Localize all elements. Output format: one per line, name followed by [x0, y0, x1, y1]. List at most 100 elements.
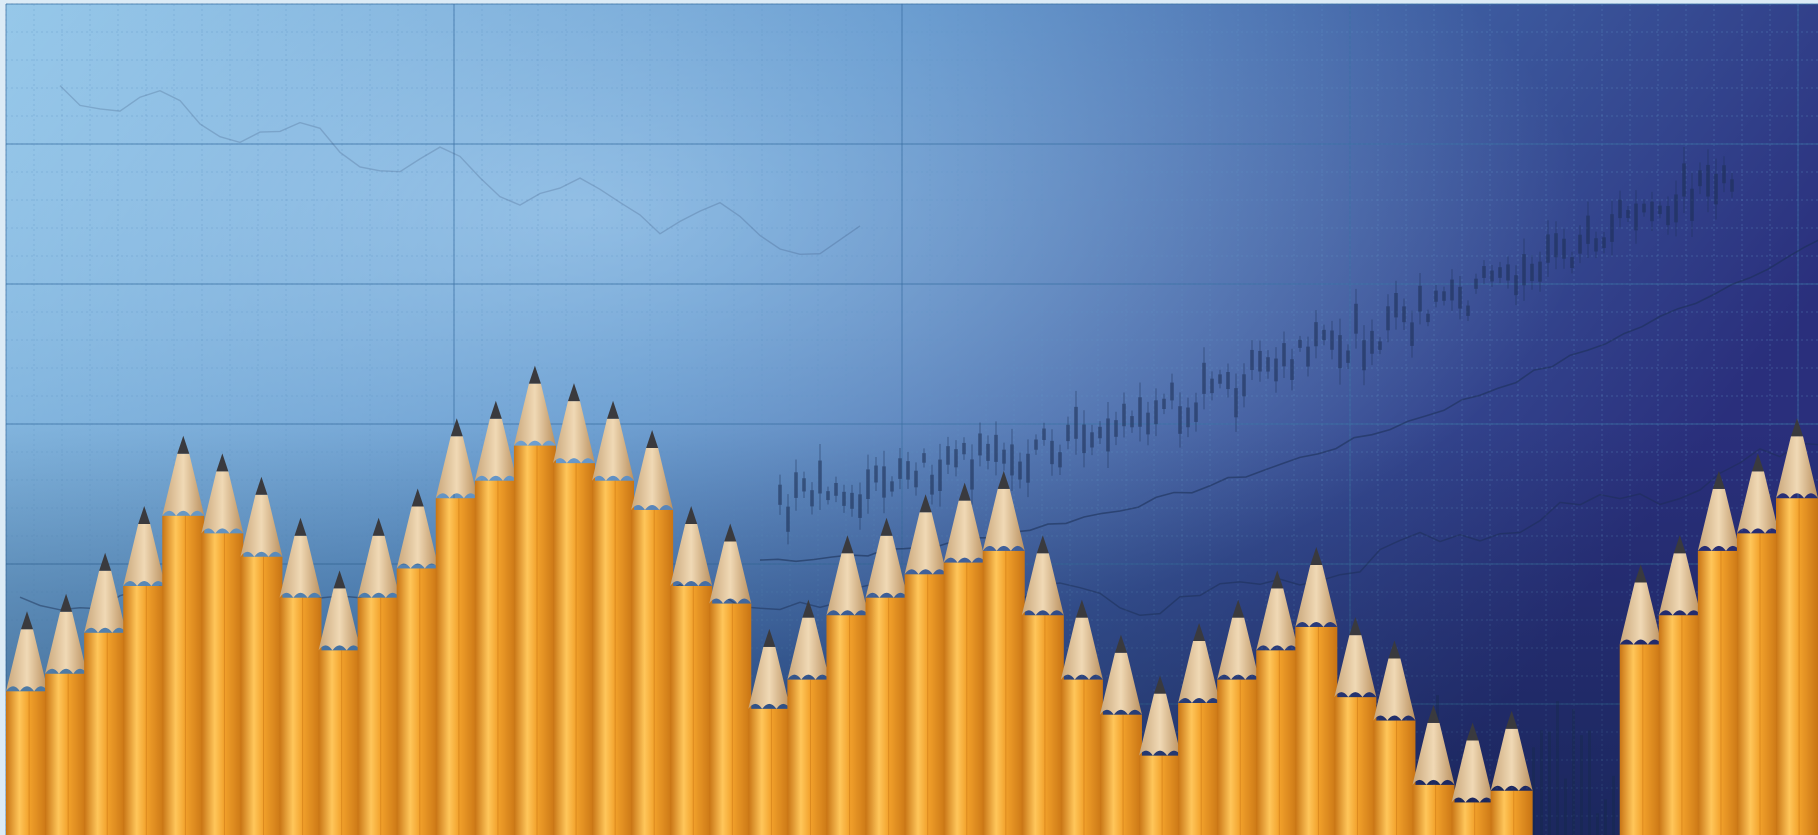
pencil-body — [84, 632, 127, 835]
pencil-body — [1736, 533, 1779, 835]
pencil-wood — [162, 453, 205, 516]
pencil-wood — [1099, 652, 1142, 715]
candle-body — [1658, 205, 1662, 215]
candle-body — [1138, 397, 1142, 427]
pencil-icon — [318, 570, 361, 835]
pencil-body — [318, 650, 361, 835]
pencil-body — [552, 463, 595, 835]
pencil-graphite — [1271, 570, 1284, 589]
candle-body — [1234, 388, 1238, 418]
pencil-body — [904, 574, 947, 835]
pencil-body — [279, 597, 322, 835]
pencil-graphite — [528, 365, 541, 384]
candle-body — [1490, 270, 1494, 282]
pencil-wood — [865, 535, 908, 598]
pencil-graphite — [802, 599, 815, 618]
candle-body — [1394, 293, 1398, 318]
candle-body — [1194, 402, 1198, 422]
candle-body — [1426, 313, 1430, 323]
pencil-body — [1060, 679, 1103, 835]
pencil-graphite — [1751, 453, 1764, 472]
pencil-icon — [709, 523, 752, 835]
pencil-wood — [982, 488, 1025, 551]
pencil-body — [201, 533, 244, 835]
candle-body — [1514, 275, 1518, 296]
pencil-wood — [318, 588, 361, 651]
pencil-wood — [592, 418, 635, 481]
pencil-wood — [1736, 471, 1779, 534]
pencil-graphite — [216, 453, 229, 472]
candle-body — [1122, 403, 1126, 427]
pencil-graphite — [138, 506, 151, 524]
pencil-graphite — [607, 400, 620, 419]
candle-body — [1402, 306, 1406, 323]
pencil-body — [592, 480, 635, 835]
candle-body — [1450, 279, 1454, 301]
pencil-graphite — [411, 488, 424, 507]
pencil-wood — [826, 553, 869, 616]
pencil-body — [1697, 550, 1740, 835]
pencil-body — [1217, 679, 1260, 835]
candle-body — [1482, 266, 1486, 278]
pencil-graphite — [1505, 710, 1518, 729]
pencil-body — [709, 603, 752, 835]
candle-body — [1210, 378, 1214, 394]
pencil-graphite — [763, 628, 776, 647]
candle-body — [1634, 203, 1638, 231]
pencil-body — [1139, 755, 1182, 835]
pencil-wood — [1490, 728, 1533, 791]
pencil-icon — [201, 453, 244, 835]
pencil-body — [1451, 802, 1494, 835]
pencil-graphite — [841, 535, 854, 554]
candle-body — [1258, 350, 1262, 372]
pencil-icon — [1697, 470, 1740, 835]
pencil-graphite — [60, 593, 73, 612]
pencil-wood — [1060, 617, 1103, 680]
pencil-body — [631, 509, 674, 835]
pencil-icon — [240, 476, 283, 835]
pencil-body — [865, 597, 908, 835]
pencil-body — [826, 615, 869, 835]
candle-body — [1170, 382, 1174, 401]
candle-body — [1570, 257, 1574, 268]
pencil-body — [435, 498, 478, 835]
pencil-body — [1658, 615, 1701, 835]
pencil-graphite — [1634, 564, 1647, 583]
pencil-icon — [474, 400, 517, 835]
pencil-wood — [1412, 722, 1455, 785]
pencil-wood — [748, 646, 791, 709]
candle-body — [1306, 346, 1310, 367]
pencil-graphite — [958, 482, 971, 501]
pencil-icon — [787, 599, 830, 835]
pencil-body — [357, 597, 400, 835]
pencil-icon — [357, 517, 400, 835]
candle-body — [1522, 254, 1526, 286]
candle-body — [1338, 335, 1342, 369]
candle-body — [1322, 329, 1326, 341]
pencil-wood — [1139, 693, 1182, 756]
pencil-wood — [435, 436, 478, 499]
pencil-icon — [1178, 623, 1221, 835]
pencil-wood — [1373, 658, 1416, 721]
pencil-icon — [513, 365, 556, 835]
candle-body — [1330, 330, 1334, 350]
pencil-row — [6, 365, 1818, 835]
candle-body — [1538, 261, 1542, 282]
pencil-graphite — [1712, 470, 1725, 489]
pencil-wood — [1178, 641, 1221, 703]
pencil-icon — [1412, 704, 1455, 835]
candle-body — [1266, 357, 1270, 372]
pencil-body — [6, 691, 48, 835]
pencil-graphite — [1427, 704, 1440, 723]
pencil-wood — [1021, 553, 1064, 616]
pencil-icon — [435, 418, 478, 835]
pencil-body — [982, 550, 1025, 835]
pencil-wood — [201, 471, 244, 534]
pencil-body — [1776, 498, 1818, 835]
pencil-wood — [631, 447, 674, 510]
pencil-graphite — [1791, 418, 1803, 437]
pencil-icon — [748, 628, 791, 835]
candle-body — [1154, 400, 1158, 425]
candle-body — [1498, 267, 1502, 278]
